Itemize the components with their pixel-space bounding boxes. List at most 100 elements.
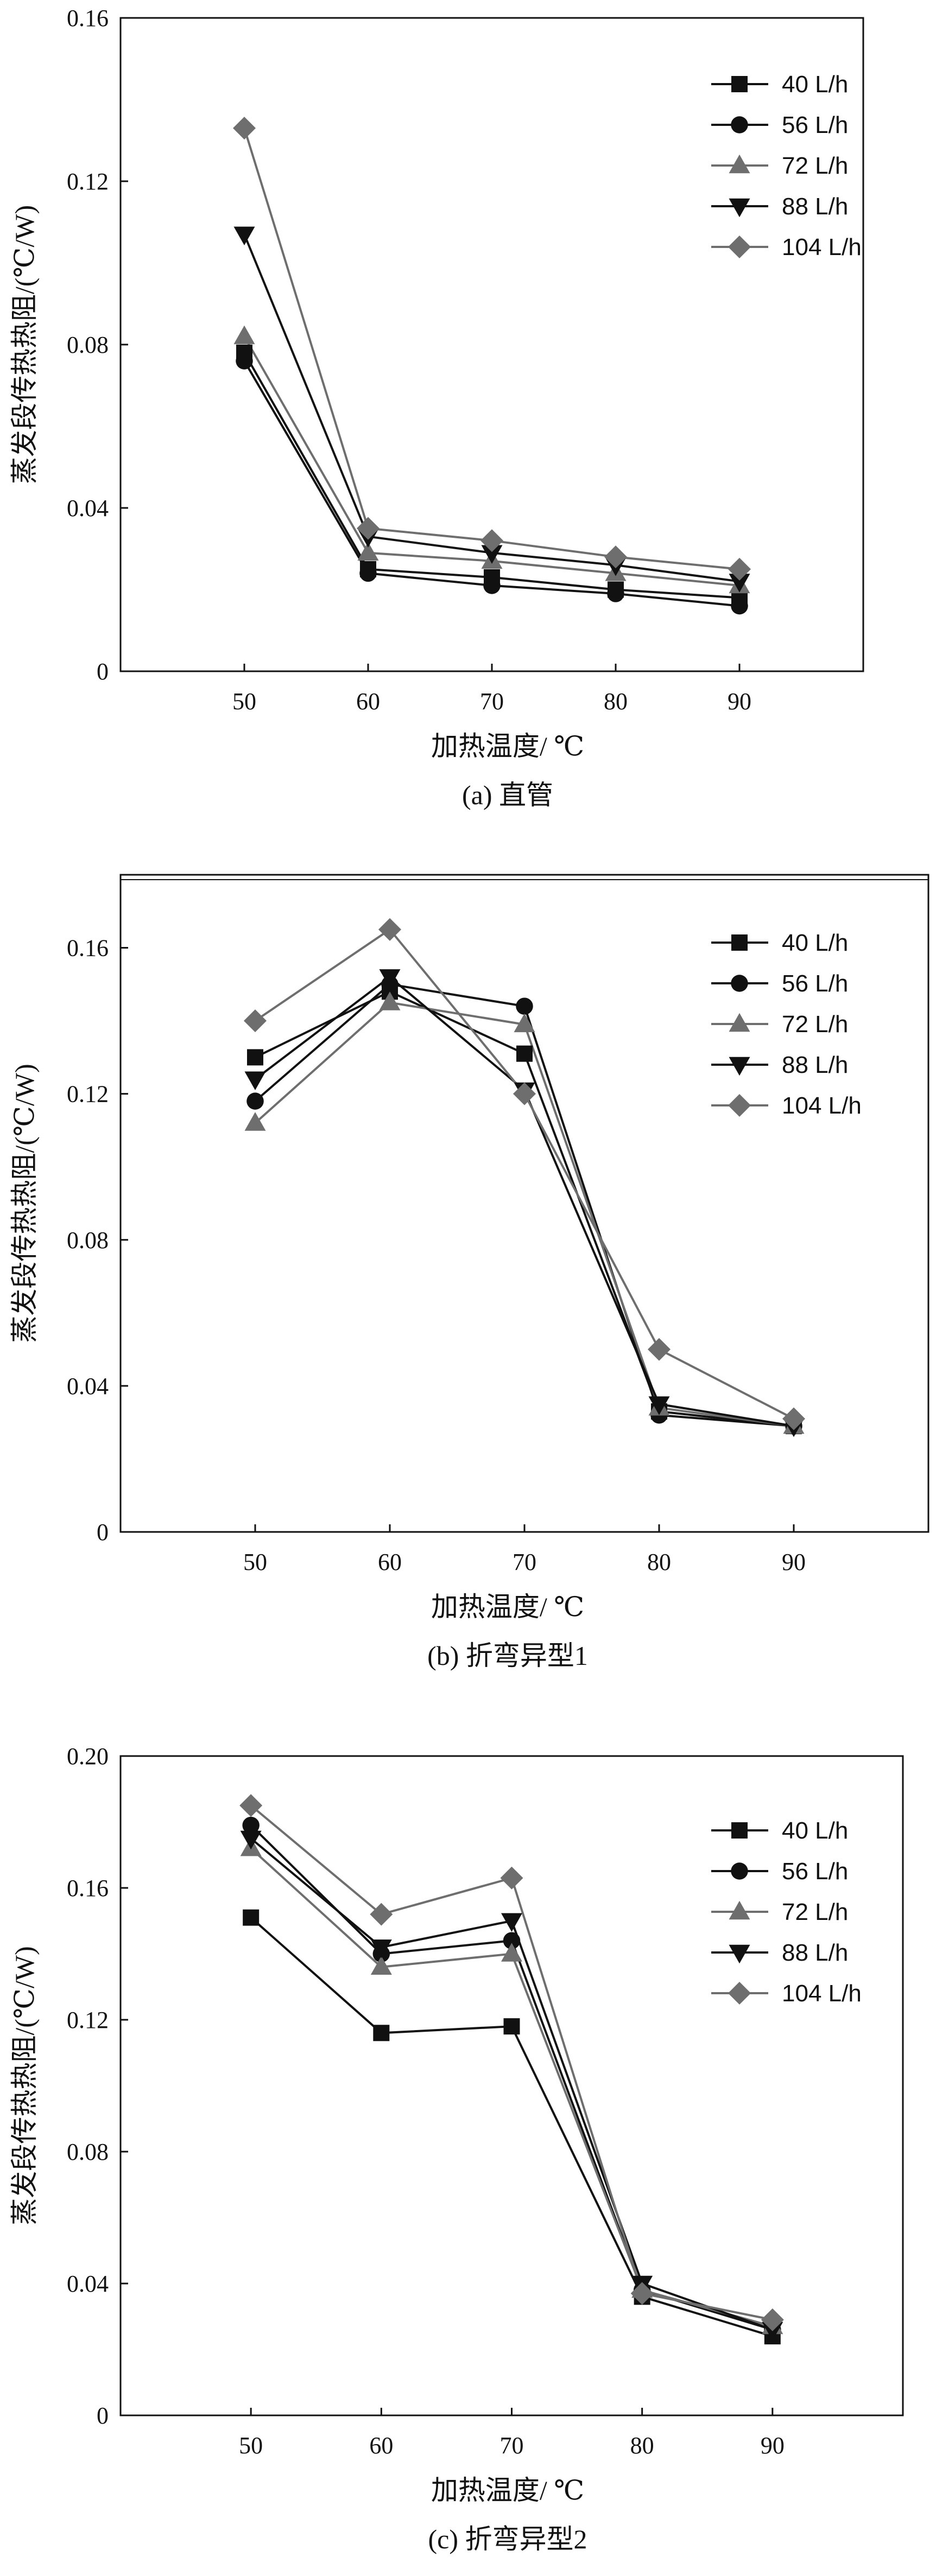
y-tick-label: 0.08 <box>67 2139 109 2165</box>
x-axis-label: 加热温度/ ℃ <box>431 1592 584 1622</box>
data-point-56lh <box>236 352 253 370</box>
legend-marker <box>731 76 748 92</box>
chart-panel-a: 0 0.04 0.08 0.12 0.16 50 60 70 80 90 40 L/h 56 L/h 7… <box>9 5 864 810</box>
data-point-104lh <box>761 2308 784 2331</box>
y-tick-label: 0 <box>97 1519 109 1545</box>
legend-marker <box>729 1057 750 1076</box>
data-point-88lh <box>379 969 401 988</box>
data-point-104lh <box>233 117 256 140</box>
x-tick-label: 90 <box>728 688 751 715</box>
legend-marker <box>729 198 750 218</box>
x-axis-label: 加热温度/ ℃ <box>431 731 584 761</box>
data-point-88lh <box>762 2321 783 2341</box>
legend-label: 72 L/h <box>782 152 848 179</box>
y-axis-label: 蒸发段传热热阻/(℃/W) <box>9 1064 40 1343</box>
series-line-40lh <box>250 1917 773 2338</box>
data-point-104lh <box>378 918 401 941</box>
data-point-88lh <box>240 1830 262 1850</box>
y-tick-label: 0.04 <box>67 1373 109 1400</box>
data-point-104lh <box>370 1903 393 1926</box>
legend-marker <box>728 236 751 258</box>
data-point-56lh <box>483 577 501 594</box>
y-tick-label: 0.12 <box>67 1081 109 1108</box>
x-tick-label: 70 <box>513 1549 536 1575</box>
legend-label: 40 L/h <box>782 930 848 956</box>
data-point-104lh <box>244 1009 267 1033</box>
data-point-40lh <box>373 2025 390 2041</box>
series-line-72lh <box>254 1001 794 1427</box>
data-point-88lh <box>244 1071 266 1091</box>
data-point-88lh <box>648 1396 670 1415</box>
x-tick-label: 60 <box>378 1549 402 1575</box>
data-point-72lh <box>370 1956 392 1975</box>
y-tick-label: 0 <box>97 2402 109 2429</box>
y-tick-label: 0.16 <box>67 5 109 31</box>
legend-label: 56 L/h <box>782 970 848 997</box>
legend-marker <box>729 154 750 174</box>
legend-marker <box>728 1094 751 1117</box>
data-point-40lh <box>243 1909 260 1926</box>
x-tick-label: 90 <box>782 1549 806 1575</box>
data-point-104lh <box>357 517 380 540</box>
panel-caption: (b) 折弯异型1 <box>427 1640 588 1671</box>
legend-label: 88 L/h <box>782 1939 848 1966</box>
series-line-88lh <box>250 1837 773 2331</box>
data-point-88lh <box>501 1913 522 1932</box>
data-point-40lh <box>247 1049 263 1066</box>
legend-marker <box>731 975 748 992</box>
x-tick-label: 50 <box>243 1549 267 1575</box>
data-point-72lh <box>244 1112 266 1131</box>
x-tick-label: 90 <box>761 2432 785 2459</box>
chart-panel-b: 0 0.04 0.08 0.12 0.16 50 60 70 80 90 40 L/h 56 L/h 7… <box>9 874 929 1671</box>
x-tick-label: 60 <box>356 688 380 715</box>
data-point-104lh <box>513 1082 536 1105</box>
data-point-72lh <box>501 1943 522 1962</box>
series-line-56lh <box>250 1824 773 2331</box>
x-tick-label: 80 <box>630 2432 654 2459</box>
y-tick-label: 0.16 <box>67 1875 109 1901</box>
data-point-56lh <box>731 597 748 615</box>
data-point-56lh <box>242 1816 260 1834</box>
data-point-72lh <box>514 1013 535 1033</box>
legend-label: 56 L/h <box>782 112 848 138</box>
data-point-104lh <box>604 545 627 569</box>
y-tick-label: 0.04 <box>67 495 109 521</box>
x-tick-label: 70 <box>500 2432 524 2459</box>
data-point-56lh <box>516 997 533 1015</box>
legend-label: 72 L/h <box>782 1011 848 1038</box>
legend-label: 104 L/h <box>782 1092 862 1119</box>
data-point-104lh <box>782 1407 805 1430</box>
series-line-88lh <box>254 975 794 1427</box>
legend-label: 40 L/h <box>782 1817 848 1844</box>
data-point-88lh <box>370 1939 392 1958</box>
data-point-72lh <box>233 325 255 345</box>
legend-label: 72 L/h <box>782 1899 848 1925</box>
data-point-56lh <box>607 585 624 602</box>
y-tick-label: 0.12 <box>67 2007 109 2033</box>
legend-label: 104 L/h <box>782 234 862 260</box>
x-tick-label: 50 <box>232 688 256 715</box>
y-tick-label: 0.04 <box>67 2270 109 2297</box>
y-tick-label: 0.16 <box>67 935 109 962</box>
data-point-72lh <box>357 542 379 561</box>
legend-marker <box>728 1982 751 2005</box>
data-point-40lh <box>503 2018 520 2035</box>
y-tick-label: 0.12 <box>67 168 109 195</box>
x-tick-label: 80 <box>647 1549 671 1575</box>
data-point-104lh <box>500 1866 523 1890</box>
series-line-104lh <box>243 128 740 570</box>
legend-label: 88 L/h <box>782 193 848 220</box>
y-axis-label: 蒸发段传热热阻/(℃/W) <box>9 1946 40 2225</box>
y-tick-label: 0.20 <box>67 1743 109 1770</box>
x-tick-label: 70 <box>480 688 504 715</box>
legend-label: 40 L/h <box>782 71 848 98</box>
data-point-104lh <box>728 557 751 581</box>
y-tick-label: 0.08 <box>67 1227 109 1254</box>
y-tick-label: 0.08 <box>67 332 109 358</box>
data-point-88lh <box>481 545 503 564</box>
data-point-104lh <box>648 1338 671 1361</box>
legend-label: 104 L/h <box>782 1980 862 2007</box>
legend-marker <box>731 1822 748 1839</box>
data-point-104lh <box>480 529 503 552</box>
